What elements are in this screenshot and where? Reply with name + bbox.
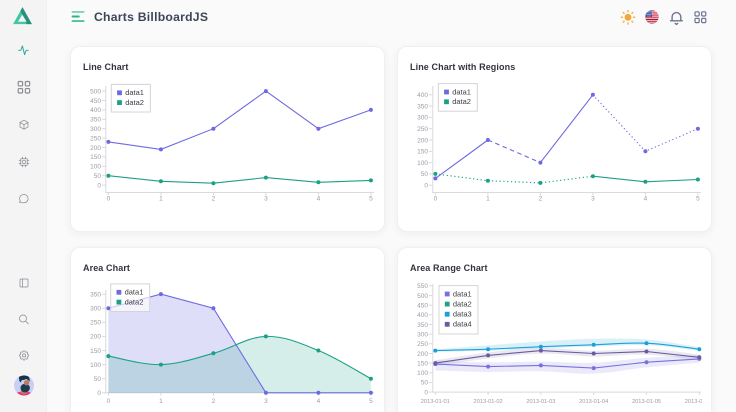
svg-text:300: 300 [90,306,101,313]
svg-text:400: 400 [90,107,101,114]
svg-text:250: 250 [90,320,101,327]
svg-text:2013-01-05: 2013-01-05 [632,399,661,405]
svg-text:data2: data2 [125,297,144,306]
svg-text:350: 350 [417,103,428,110]
svg-text:500: 500 [90,88,101,95]
svg-text:0: 0 [107,196,111,203]
svg-text:0: 0 [434,196,438,203]
svg-text:2013-01-01: 2013-01-01 [421,399,450,405]
svg-text:300: 300 [90,126,101,133]
svg-text:150: 150 [417,360,428,367]
svg-text:3: 3 [591,196,595,203]
svg-text:data2: data2 [452,97,471,106]
svg-text:350: 350 [90,117,101,124]
svg-text:4: 4 [317,398,321,405]
svg-text:data1: data1 [453,289,472,298]
svg-text:150: 150 [90,154,101,161]
svg-text:100: 100 [417,370,428,377]
svg-text:0: 0 [424,183,428,190]
svg-text:3: 3 [264,196,268,203]
svg-text:500: 500 [417,293,428,300]
svg-text:450: 450 [417,303,428,310]
svg-text:100: 100 [417,160,428,167]
svg-text:5: 5 [696,196,700,203]
svg-text:250: 250 [417,341,428,348]
svg-text:50: 50 [421,380,429,387]
svg-text:50: 50 [94,173,102,180]
svg-text:100: 100 [90,164,101,171]
svg-text:0: 0 [97,390,101,397]
svg-text:350: 350 [90,291,101,298]
svg-text:2: 2 [539,196,543,203]
svg-text:200: 200 [417,351,428,358]
svg-text:400: 400 [417,312,428,319]
svg-text:2: 2 [212,196,216,203]
svg-text:550: 550 [417,283,428,290]
svg-text:250: 250 [90,135,101,142]
svg-text:data3: data3 [453,310,472,319]
svg-text:350: 350 [417,322,428,329]
svg-text:4: 4 [317,196,321,203]
svg-text:400: 400 [417,92,428,99]
svg-text:0: 0 [107,398,111,405]
svg-text:200: 200 [90,145,101,152]
svg-text:150: 150 [90,348,101,355]
svg-text:data1: data1 [125,288,144,297]
svg-text:200: 200 [417,137,428,144]
svg-text:5: 5 [369,196,373,203]
svg-text:1: 1 [159,398,163,405]
svg-text:150: 150 [417,149,428,156]
svg-text:data4: data4 [453,320,472,329]
svg-text:50: 50 [421,171,429,178]
svg-text:250: 250 [417,126,428,133]
svg-text:data2: data2 [125,98,144,107]
svg-text:4: 4 [644,196,648,203]
svg-text:100: 100 [90,362,101,369]
svg-text:50: 50 [94,376,102,383]
svg-text:0: 0 [97,182,101,189]
svg-text:1: 1 [159,196,163,203]
svg-text:200: 200 [90,334,101,341]
svg-text:3: 3 [264,398,268,405]
svg-text:data1: data1 [125,88,144,97]
svg-text:data2: data2 [453,299,472,308]
svg-text:1: 1 [486,196,490,203]
svg-text:5: 5 [369,398,373,405]
svg-text:300: 300 [417,115,428,122]
svg-text:data1: data1 [452,87,471,96]
svg-text:2013-01-06: 2013-01-06 [685,399,714,405]
svg-text:300: 300 [417,331,428,338]
svg-text:2: 2 [212,398,216,405]
svg-text:2013-01-04: 2013-01-04 [579,399,608,405]
svg-text:450: 450 [90,98,101,105]
svg-text:2013-01-03: 2013-01-03 [526,399,555,405]
svg-text:0: 0 [424,389,428,396]
svg-text:2013-01-02: 2013-01-02 [474,399,503,405]
